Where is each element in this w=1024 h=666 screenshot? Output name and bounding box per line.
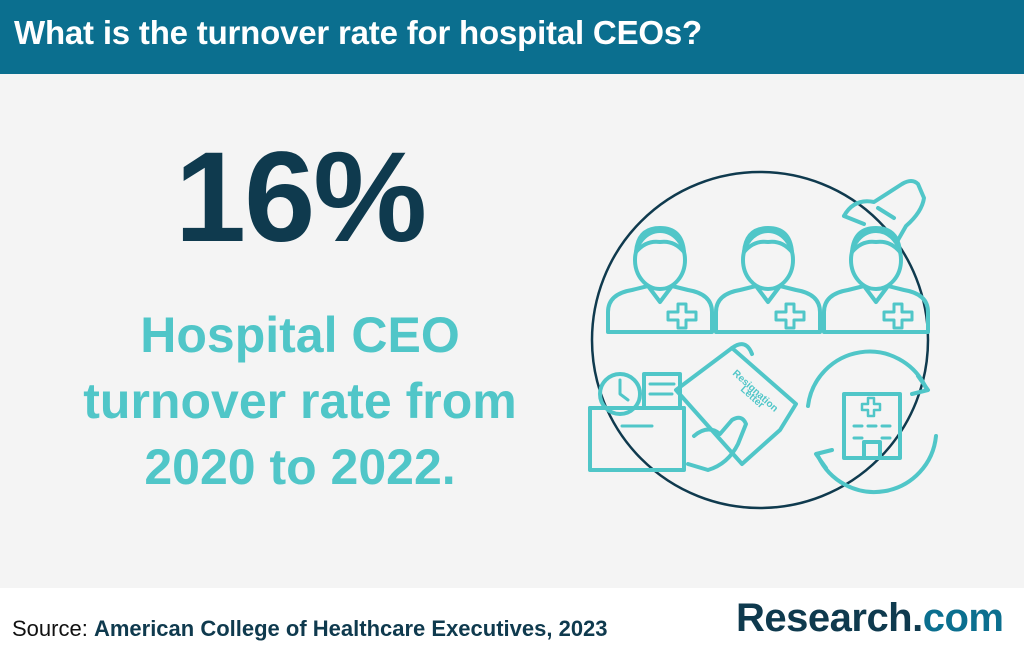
hospital-cycle-icon <box>806 349 938 495</box>
office-box-icon <box>588 372 686 472</box>
page-title: What is the turnover rate for hospital C… <box>14 14 702 51</box>
ceo-turnover-illustration: Resignation Letter <box>588 170 938 510</box>
stat-caption: Hospital CEO turnover rate from 2020 to … <box>0 302 600 500</box>
source-organization: American College of Healthcare Executive… <box>93 616 608 641</box>
footer <box>0 588 1024 666</box>
source-line: Source: American College of Healthcare E… <box>12 616 608 642</box>
stat-value: 16% <box>174 126 427 269</box>
caption-line-2: turnover rate from <box>83 373 517 429</box>
resignation-letter-icon <box>674 342 798 472</box>
doctor-icon <box>822 226 930 334</box>
brand-name: Research <box>736 596 913 640</box>
frame-circle-icon <box>590 170 930 510</box>
letter-label-line-1: Resignation <box>730 368 780 414</box>
brand-dot: . <box>912 596 923 640</box>
doctor-icon <box>606 226 714 334</box>
source-label: Source: <box>12 616 88 641</box>
header-bar: What is the turnover rate for hospital C… <box>0 0 1024 74</box>
hand-icon <box>842 179 926 242</box>
caption-line-1: Hospital CEO <box>140 307 460 363</box>
brand-tld: com <box>922 596 1004 640</box>
caption-line-3: 2020 to 2022. <box>144 439 456 495</box>
brand-logo: Research.com <box>736 596 1004 641</box>
doctor-icon <box>714 226 822 334</box>
